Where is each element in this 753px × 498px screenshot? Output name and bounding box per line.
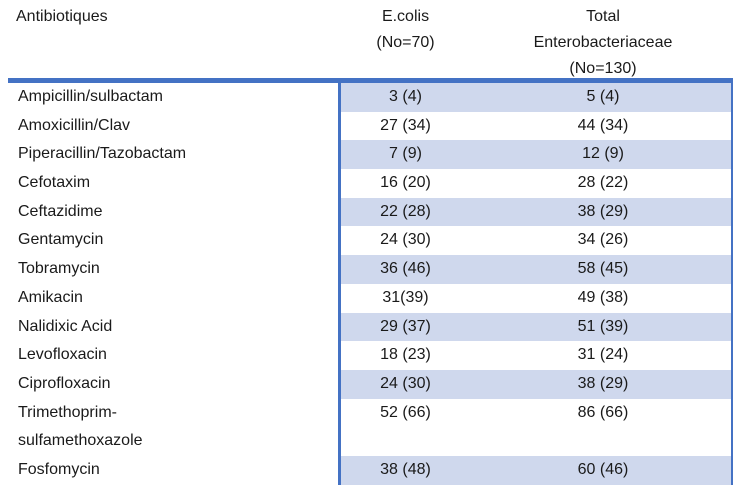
total-value-cell: 86 (66): [577, 403, 629, 421]
antibiotic-name-cell: Amoxicillin/Clav: [18, 116, 131, 134]
antibiotic-name-cell: Ceftazidime: [18, 202, 103, 220]
total-value-cell: 58 (45): [473, 255, 733, 284]
ecoli-value-cell: 36 (46): [338, 255, 473, 284]
antibiotic-name-cell: Ciprofloxacin: [18, 374, 111, 392]
ecoli-value-cell: 16 (20): [380, 174, 431, 192]
table-row: Tobramycin 36 (46) 58 (45): [8, 255, 733, 284]
table-row: Gentamycin 24 (30) 34 (26): [8, 226, 733, 255]
ecoli-value-cell: 38 (48): [338, 455, 473, 485]
total-value-cell: 34 (26): [577, 231, 629, 249]
total-value-cell: 60 (46): [473, 455, 733, 485]
table-row: Fosfomycin 38 (48) 60 (46): [8, 455, 733, 485]
antibiotic-name-cell: Cefotaxim: [18, 174, 91, 192]
total-value-cell: 49 (38): [577, 288, 629, 306]
total-value-cell: 28 (22): [577, 174, 629, 192]
table-row: Cefotaxim 16 (20) 28 (22): [8, 169, 733, 198]
antibiotic-name-cell: Fosfomycin: [18, 460, 100, 478]
table-body: Ampicillin/sulbactam 3 (4) 5 (4) Amoxici…: [8, 83, 733, 485]
table-row: Trimethoprim- sulfamethoxazole 52 (66) 8…: [8, 399, 733, 456]
header-divider-rule: [8, 78, 733, 83]
table-header-row: Antibiotiques E.colis (No=70) Total Ente…: [8, 4, 733, 82]
ecoli-value-cell: 29 (37): [338, 312, 473, 342]
table-row: Amikacin 31(39) 49 (38): [8, 284, 733, 313]
table-row: Levofloxacin 18 (23) 31 (24): [8, 341, 733, 370]
total-value-cell: 38 (29): [473, 369, 733, 399]
table-row: Piperacillin/Tazobactam 7 (9) 12 (9): [8, 140, 733, 170]
table-row: Nalidixic Acid 29 (37) 51 (39): [8, 312, 733, 342]
ecoli-value-cell: 52 (66): [380, 403, 431, 421]
ecoli-value-cell: 3 (4): [338, 83, 473, 112]
ecoli-value-cell: 22 (28): [338, 197, 473, 227]
antibiotic-name-cell: Nalidixic Acid: [18, 317, 113, 335]
ecoli-value-cell: 7 (9): [338, 140, 473, 170]
total-value-cell: 51 (39): [473, 312, 733, 342]
ecoli-value-cell: 27 (34): [380, 116, 431, 134]
table-row: Ceftazidime 22 (28) 38 (29): [8, 197, 733, 227]
column-header-total-enterobacteriaceae: Total Enterobacteriaceae (No=130): [533, 8, 673, 77]
antibiotic-name-cell: Amikacin: [18, 288, 83, 306]
ecoli-value-cell: 24 (30): [380, 231, 431, 249]
table-row: Ciprofloxacin 24 (30) 38 (29): [8, 369, 733, 399]
ecoli-value-cell: 18 (23): [380, 346, 431, 364]
table-row: Amoxicillin/Clav 27 (34) 44 (34): [8, 112, 733, 141]
ecoli-value-cell: 31(39): [382, 288, 429, 306]
total-value-cell: 5 (4): [473, 83, 733, 112]
total-value-cell: 44 (34): [577, 116, 629, 134]
total-value-cell: 12 (9): [473, 140, 733, 170]
antibiotic-name-cell: Piperacillin/Tazobactam: [18, 145, 187, 163]
column-header-antibiotics: Antibiotiques: [16, 8, 108, 25]
antibiotic-name-cell: Gentamycin: [18, 231, 104, 249]
antibiotic-name-cell: Trimethoprim- sulfamethoxazole: [18, 403, 143, 450]
column-header-ecoli: E.colis (No=70): [376, 8, 435, 51]
total-value-cell: 31 (24): [577, 346, 629, 364]
antibiotic-name-cell: Tobramycin: [18, 260, 100, 278]
table-row: Ampicillin/sulbactam 3 (4) 5 (4): [8, 83, 733, 112]
ecoli-value-cell: 24 (30): [338, 369, 473, 399]
antibiotic-name-cell: Ampicillin/sulbactam: [18, 88, 163, 105]
total-value-cell: 38 (29): [473, 197, 733, 227]
antibiotic-name-cell: Levofloxacin: [18, 346, 107, 364]
values-left-border: [338, 83, 341, 485]
values-right-border: [730, 83, 733, 485]
